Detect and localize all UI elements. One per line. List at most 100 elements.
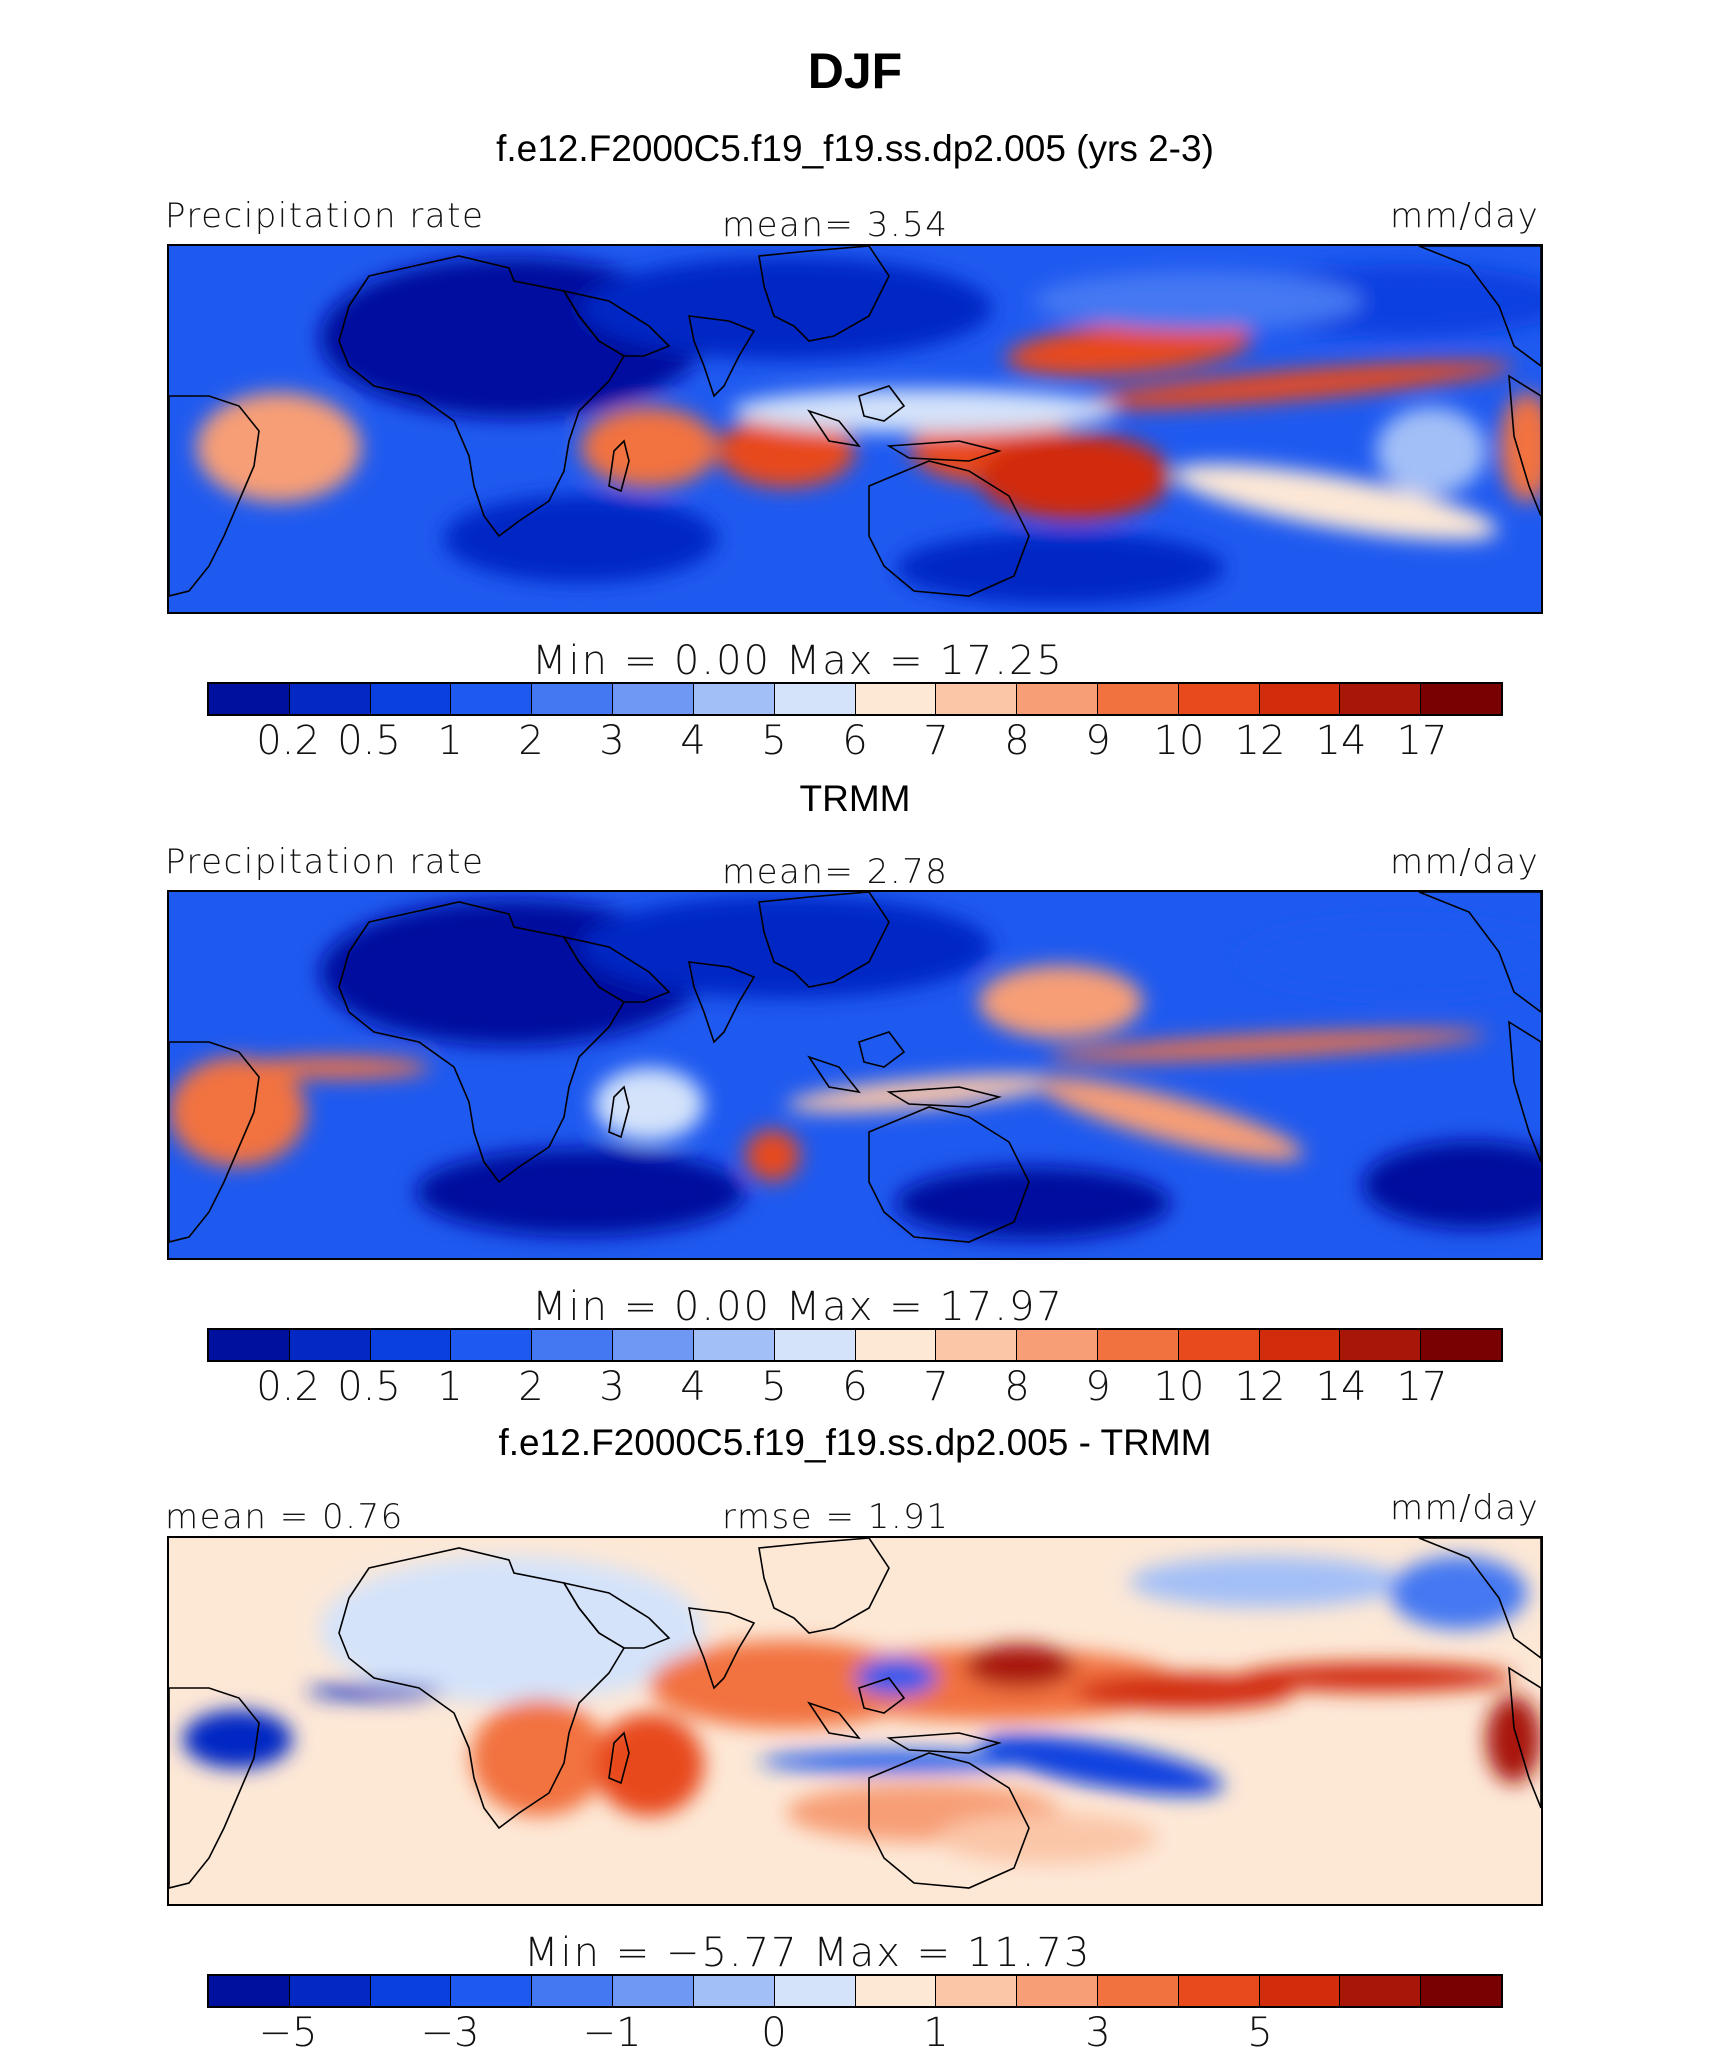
colorbar-box	[855, 684, 937, 714]
panel-3-min-max: Min = −5.77 Max = 11.73	[524, 1930, 1092, 1976]
colorbar-box	[1017, 1330, 1098, 1360]
colorbar-tick-label: 1	[923, 2010, 949, 2056]
panel-3-units-label: mm/day	[1390, 1488, 1540, 1528]
colorbar-box	[1178, 1330, 1260, 1360]
colorbar-tick-label: 5	[761, 1364, 787, 1410]
panel-2-subtitle: TRMM	[799, 778, 911, 819]
colorbar-box	[1017, 684, 1098, 714]
colorbar-box	[613, 1330, 694, 1360]
panel-2-colorbar	[207, 1328, 1503, 1362]
colorbar-tick-label: 0	[761, 2010, 787, 2056]
panel-2-min-max: Min = 0.00 Max = 17.97	[532, 1284, 1064, 1330]
panel-1-min-max: Min = 0.00 Max = 17.25	[532, 638, 1064, 684]
panel-2-units-label: mm/day	[1390, 842, 1540, 882]
colorbar-box	[693, 1976, 775, 2006]
colorbar-box	[774, 1330, 856, 1360]
colorbar-tick-label: 2	[518, 1364, 544, 1410]
colorbar-tick-label: 4	[680, 718, 706, 764]
colorbar-box	[209, 684, 290, 714]
colorbar-tick-label: −1	[582, 2010, 642, 2056]
colorbar-tick-label: 12	[1234, 1364, 1286, 1410]
colorbar-tick-label: 6	[842, 718, 868, 764]
panel-1-variable-label: Precipitation rate	[165, 196, 485, 236]
colorbar-box	[209, 1976, 290, 2006]
colorbar-box	[1178, 1976, 1260, 2006]
colorbar-tick-label: 0.5	[337, 1364, 401, 1410]
colorbar-box	[613, 684, 694, 714]
colorbar-tick-label: 5	[761, 718, 787, 764]
colorbar-tick-label: 2	[518, 718, 544, 764]
colorbar-tick-label: 9	[1085, 718, 1111, 764]
colorbar-box	[289, 1976, 371, 2006]
panel-1-units-label: mm/day	[1390, 196, 1540, 236]
colorbar-box	[693, 684, 775, 714]
colorbar-tick-label: 3	[599, 1364, 625, 1410]
colorbar-tick-label: 14	[1315, 1364, 1367, 1410]
colorbar-box	[451, 1330, 533, 1360]
panel-3-map-svg	[169, 1538, 1541, 1904]
colorbar-box	[289, 1330, 371, 1360]
colorbar-tick-label: 9	[1085, 1364, 1111, 1410]
colorbar-box	[289, 684, 371, 714]
colorbar-tick-label: 3	[599, 718, 625, 764]
colorbar-box	[370, 684, 452, 714]
colorbar-tick-label: 4	[680, 1364, 706, 1410]
colorbar-tick-label: 1	[437, 718, 463, 764]
panel-1-colorbar	[207, 682, 1503, 716]
panel-2-map-svg	[169, 892, 1541, 1258]
colorbar-box	[1340, 1330, 1422, 1360]
colorbar-tick-label: 10	[1153, 718, 1205, 764]
colorbar-box	[1017, 1976, 1098, 2006]
colorbar-box	[936, 1976, 1018, 2006]
colorbar-box	[1340, 684, 1422, 714]
colorbar-box	[1259, 1976, 1341, 2006]
colorbar-box	[451, 684, 533, 714]
panel-1-mean-label: mean= 3.54	[722, 205, 949, 245]
colorbar-box	[936, 684, 1018, 714]
colorbar-tick-label: 0.5	[337, 718, 401, 764]
colorbar-box	[1421, 1330, 1501, 1360]
figure-title: DJF	[807, 43, 903, 99]
colorbar-box	[370, 1330, 452, 1360]
colorbar-box	[1097, 1976, 1179, 2006]
colorbar-box	[1421, 684, 1501, 714]
panel-1-map-svg	[169, 246, 1541, 612]
panel-3-map	[167, 1536, 1543, 1906]
panel-3-subtitle: f.e12.F2000C5.f19_f19.ss.dp2.005 - TRMM	[498, 1422, 1212, 1463]
colorbar-tick-label: 14	[1315, 718, 1367, 764]
colorbar-tick-label: 7	[923, 1364, 949, 1410]
panel-3-mean-label: mean = 0.76	[165, 1497, 404, 1537]
colorbar-tick-label: 8	[1004, 1364, 1030, 1410]
colorbar-box	[855, 1976, 937, 2006]
colorbar-tick-label: 8	[1004, 718, 1030, 764]
colorbar-tick-label: 3	[1085, 2010, 1111, 2056]
panel-1-subtitle: f.e12.F2000C5.f19_f19.ss.dp2.005 (yrs 2-…	[496, 128, 1214, 169]
colorbar-tick-label: 17	[1396, 718, 1448, 764]
colorbar-box	[532, 684, 614, 714]
colorbar-tick-label: −3	[420, 2010, 480, 2056]
colorbar-box	[1259, 1330, 1341, 1360]
colorbar-box	[370, 1976, 452, 2006]
colorbar-box	[1421, 1976, 1501, 2006]
panel-1-map	[167, 244, 1543, 614]
colorbar-box	[693, 1330, 775, 1360]
colorbar-box	[1097, 1330, 1179, 1360]
colorbar-tick-label: 12	[1234, 718, 1286, 764]
colorbar-tick-label: 17	[1396, 1364, 1448, 1410]
colorbar-box	[209, 1330, 290, 1360]
colorbar-box	[1259, 684, 1341, 714]
panel-3-rmse-label: rmse = 1.91	[722, 1497, 950, 1537]
colorbar-tick-label: −5	[258, 2010, 318, 2056]
colorbar-box	[1178, 684, 1260, 714]
colorbar-box	[613, 1976, 694, 2006]
panel-2-map	[167, 890, 1543, 1260]
colorbar-box	[1097, 684, 1179, 714]
colorbar-tick-label: 0.2	[256, 1364, 320, 1410]
colorbar-tick-label: 5	[1247, 2010, 1273, 2056]
colorbar-box	[451, 1976, 533, 2006]
colorbar-box	[774, 684, 856, 714]
colorbar-tick-label: 7	[923, 718, 949, 764]
colorbar-tick-label: 0.2	[256, 718, 320, 764]
panel-2-variable-label: Precipitation rate	[165, 842, 485, 882]
colorbar-tick-label: 6	[842, 1364, 868, 1410]
